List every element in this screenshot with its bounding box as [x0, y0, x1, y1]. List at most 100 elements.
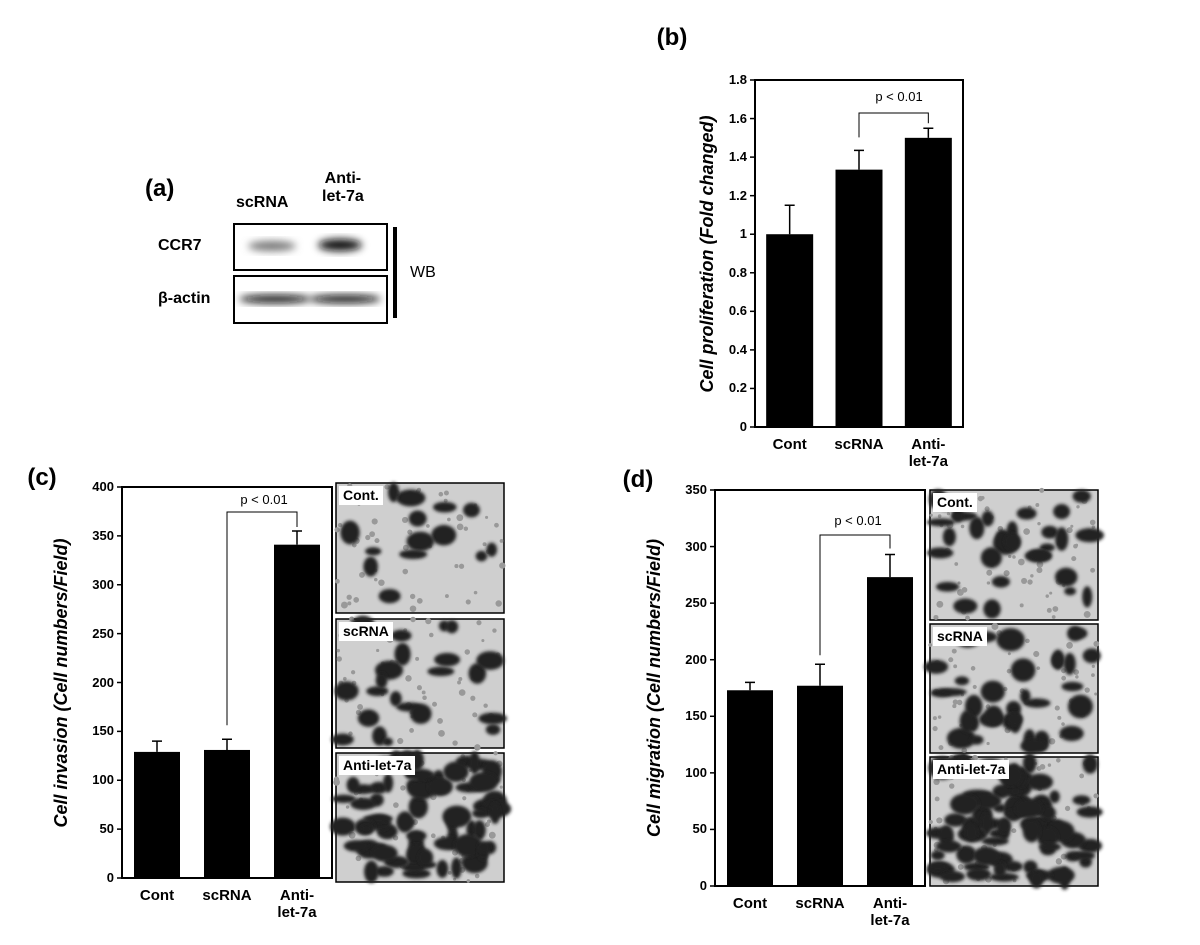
photo-texture [357, 704, 364, 710]
error-bar [923, 127, 934, 138]
photo-texture [1037, 521, 1041, 526]
cell [366, 686, 389, 697]
y-axis-title: Cell migration (Cell numbers/Field) [644, 538, 665, 838]
photo-texture [1027, 579, 1033, 585]
photo-texture [1003, 570, 1010, 577]
photo-texture [359, 572, 365, 578]
photo-texture [1079, 773, 1085, 779]
photo-texture [961, 747, 968, 754]
photo-texture [393, 802, 399, 808]
photo-texture [986, 581, 991, 585]
y-tick-label: 1.4 [728, 148, 747, 164]
cell [469, 751, 480, 775]
photo-texture [347, 601, 352, 606]
error-bar [815, 663, 825, 686]
photo-texture [1093, 793, 1099, 799]
photo-texture [932, 716, 937, 721]
y-tick-label: 250 [685, 594, 707, 610]
cell [436, 859, 449, 878]
panel-label: (a) [145, 175, 175, 202]
y-tick-label: 1 [739, 226, 747, 242]
photo-texture [336, 648, 341, 653]
photo-texture [474, 873, 480, 879]
photo-texture [1064, 805, 1071, 812]
error-bar [885, 553, 895, 578]
photo-texture [1011, 828, 1017, 834]
cell [1038, 842, 1062, 852]
photo-texture [965, 615, 970, 621]
cell [331, 794, 356, 803]
y-tick-label: 400 [92, 478, 114, 494]
cell [959, 710, 975, 733]
x-tick-label: Anti- let-7a [277, 887, 317, 921]
error-bar [152, 740, 162, 752]
photo-texture [1073, 669, 1080, 675]
cell [427, 777, 453, 797]
cell [983, 599, 1001, 619]
annotation: p < 0.01 [834, 512, 882, 528]
bar [727, 690, 773, 886]
photo-texture [932, 725, 938, 732]
cell [469, 771, 498, 793]
cell [1003, 532, 1022, 551]
photo-texture [438, 491, 444, 497]
photo-texture [384, 484, 390, 490]
photo-texture [416, 685, 422, 691]
cell [343, 840, 369, 852]
cell [981, 510, 994, 527]
method-label: WB [410, 264, 436, 281]
photo-texture [1007, 652, 1011, 656]
cell [936, 840, 962, 853]
photo-texture [378, 579, 385, 586]
cell [1002, 861, 1023, 872]
annotation: p < 0.01 [240, 491, 288, 507]
photo-texture [476, 620, 482, 626]
cell [330, 817, 356, 836]
y-tick-label: 300 [92, 576, 114, 592]
cell [477, 841, 491, 854]
photo-texture [348, 731, 353, 736]
photo-texture [1061, 675, 1067, 681]
photo-texture [340, 601, 348, 609]
cell [942, 527, 956, 547]
cell [1047, 866, 1075, 884]
photo-texture [355, 855, 362, 862]
photo-texture [971, 754, 978, 761]
cell [1082, 648, 1101, 664]
x-tick-label: Cont [772, 436, 807, 453]
x-tick-label: scRNA [202, 887, 252, 904]
photo-texture [1012, 555, 1016, 559]
cell [1061, 681, 1084, 692]
photo-texture [425, 618, 432, 625]
photo-texture [928, 643, 933, 647]
photo-texture [443, 490, 449, 496]
cell [996, 628, 1025, 652]
photo-texture [1089, 519, 1096, 526]
bar [904, 137, 952, 428]
photo-texture [1036, 666, 1041, 670]
photo-texture [499, 538, 504, 543]
y-tick-label: 100 [685, 764, 707, 780]
photo-texture [458, 689, 466, 696]
photo-texture [397, 737, 404, 745]
bar [274, 544, 320, 878]
cell [1028, 549, 1051, 562]
photo-texture [458, 676, 463, 681]
bar [867, 577, 913, 886]
y-tick-label: 150 [685, 708, 707, 724]
photo-texture [936, 817, 943, 824]
photo-texture [1091, 673, 1095, 678]
photo-texture [336, 656, 342, 662]
y-axis-title: Cell proliferation (Fold changed) [697, 114, 718, 393]
y-tick-label: 0.6 [728, 303, 747, 319]
cell [473, 820, 486, 841]
y-tick-label: 100 [92, 772, 114, 788]
photo-texture [929, 513, 933, 517]
photo-texture [1033, 650, 1040, 658]
cell [489, 802, 501, 824]
panel-label: (b) [656, 23, 688, 51]
cell [930, 850, 945, 861]
cell [956, 845, 977, 864]
photo-texture [437, 718, 443, 724]
